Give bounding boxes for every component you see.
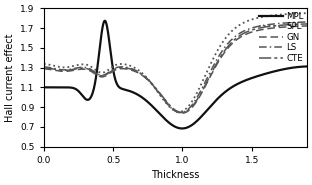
LS xyxy=(42,66,46,68)
GN xyxy=(305,25,309,27)
SPL xyxy=(202,77,206,79)
GN xyxy=(242,34,246,36)
SPL xyxy=(177,111,181,113)
GN xyxy=(195,100,199,102)
GN xyxy=(180,112,184,114)
SPL xyxy=(305,12,309,14)
LS xyxy=(210,68,214,70)
MPL xyxy=(58,86,62,88)
LS xyxy=(58,68,62,71)
SPL xyxy=(242,21,246,24)
SPL xyxy=(58,66,62,68)
CTE xyxy=(210,71,214,73)
LS xyxy=(179,112,183,114)
Line: SPL: SPL xyxy=(44,13,307,112)
MPL xyxy=(196,120,199,122)
Legend: MPL, SPL, GN, LS, CTE: MPL, SPL, GN, LS, CTE xyxy=(257,10,305,65)
MPL xyxy=(202,112,206,115)
CTE xyxy=(242,32,246,34)
Line: LS: LS xyxy=(44,22,307,113)
MPL xyxy=(210,103,214,105)
Line: CTE: CTE xyxy=(44,24,307,112)
GN xyxy=(202,88,206,90)
LS xyxy=(195,96,199,98)
CTE xyxy=(195,99,199,101)
LS xyxy=(202,83,206,85)
GN xyxy=(269,27,273,29)
SPL xyxy=(42,63,46,65)
Y-axis label: Hall current effect: Hall current effect xyxy=(5,33,15,122)
LS xyxy=(305,21,309,23)
CTE xyxy=(180,111,184,114)
SPL xyxy=(195,92,199,94)
GN xyxy=(210,72,214,75)
X-axis label: Thickness: Thickness xyxy=(151,170,200,180)
MPL xyxy=(103,20,107,22)
CTE xyxy=(42,67,46,69)
LS xyxy=(242,30,246,32)
GN xyxy=(42,68,46,70)
SPL xyxy=(210,60,214,62)
Line: MPL: MPL xyxy=(44,21,307,128)
CTE xyxy=(305,23,309,25)
LS xyxy=(269,23,273,25)
CTE xyxy=(202,86,206,89)
SPL xyxy=(269,14,273,17)
Line: GN: GN xyxy=(44,26,307,113)
MPL xyxy=(242,80,246,82)
MPL xyxy=(180,127,184,130)
MPL xyxy=(269,71,273,73)
MPL xyxy=(305,65,309,68)
CTE xyxy=(58,69,62,71)
GN xyxy=(58,70,62,72)
MPL xyxy=(42,86,46,88)
CTE xyxy=(269,25,273,27)
